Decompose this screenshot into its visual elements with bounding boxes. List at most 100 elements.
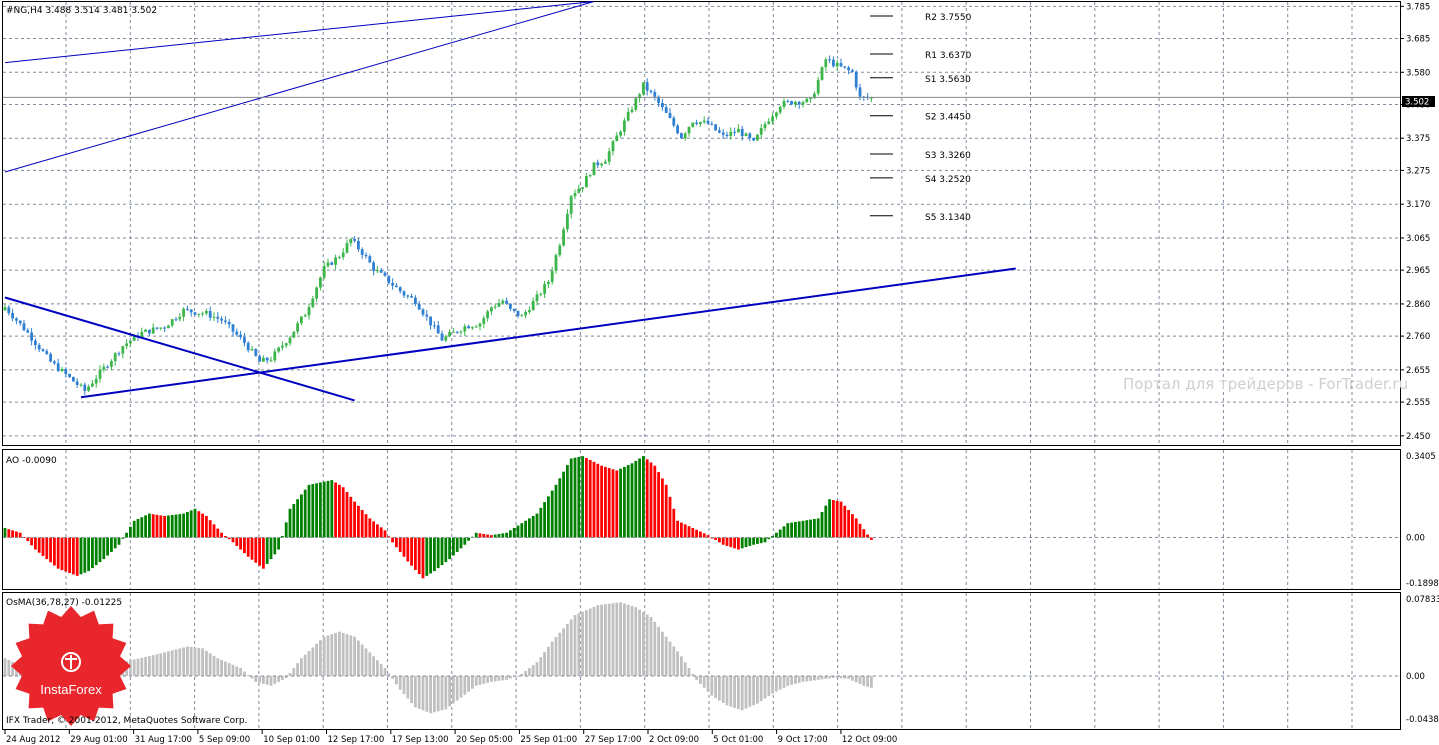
- osma-bar: [341, 632, 345, 676]
- candle-body: [330, 262, 334, 265]
- ao-bar: [524, 520, 527, 538]
- candle-body: [569, 196, 573, 214]
- trendline[interactable]: [4, 296, 355, 402]
- candle-body: [581, 187, 584, 189]
- candle-body: [250, 349, 254, 351]
- ao-bar: [170, 515, 174, 538]
- candle-body: [786, 101, 790, 103]
- ao-bar: [782, 526, 786, 538]
- main-chart-panel[interactable]: [2, 1, 1401, 446]
- osma-bar: [136, 658, 140, 676]
- ao-bar: [672, 508, 676, 538]
- osma-bar: [721, 675, 725, 703]
- candle-body: [30, 332, 33, 341]
- osma-bar: [528, 668, 531, 676]
- candle-body: [839, 63, 843, 67]
- candle-body: [41, 349, 45, 352]
- candle-body: [7, 307, 11, 314]
- osma-bar: [588, 608, 592, 676]
- ao-bar: [474, 532, 478, 538]
- osma-bar: [281, 675, 284, 680]
- candle-body: [113, 353, 117, 362]
- candle-body: [740, 128, 744, 137]
- osma-bar: [531, 665, 535, 676]
- ao-bar: [459, 537, 463, 549]
- ao-bar: [406, 537, 410, 562]
- candle-body: [303, 315, 307, 317]
- ao-bar: [581, 456, 584, 538]
- candle-body: [132, 335, 136, 341]
- candle-body: [771, 116, 774, 122]
- osma-bar: [273, 675, 277, 684]
- osma-bar: [463, 675, 467, 695]
- candle-body: [368, 256, 372, 263]
- candle-body: [645, 82, 649, 91]
- ao-bar: [558, 478, 562, 538]
- candle-body: [691, 122, 695, 127]
- candle-body: [288, 337, 292, 344]
- candle-body: [387, 275, 391, 284]
- osma-bar: [307, 651, 311, 676]
- osma-bar: [520, 673, 524, 676]
- osma-bar: [702, 675, 706, 688]
- osma-bar: [604, 604, 607, 676]
- time-tick-label: 20 Sep 05:00: [456, 735, 513, 745]
- trendline[interactable]: [80, 267, 1016, 399]
- ao-bar: [391, 537, 394, 543]
- ao-bar: [528, 518, 531, 538]
- candle-body: [649, 90, 653, 93]
- trendline[interactable]: [4, 1, 595, 173]
- ao-bar: [425, 537, 429, 576]
- ao-bar: [174, 514, 178, 538]
- candle-body: [167, 325, 170, 329]
- instaforex-logo[interactable]: InstaForex: [11, 606, 131, 726]
- osma-bar: [699, 675, 702, 684]
- pivot-label-r2: R2 3.7550: [925, 13, 972, 23]
- osma-bar: [695, 675, 698, 680]
- ao-bar: [691, 527, 695, 538]
- candle-body: [721, 132, 725, 135]
- trendline[interactable]: [4, 1, 595, 64]
- ao-bar: [862, 529, 866, 538]
- candle-body: [125, 343, 128, 347]
- candle-body: [201, 313, 204, 315]
- candle-body: [102, 366, 106, 370]
- ao-bar: [72, 537, 75, 575]
- price-tick-label: 2.655: [1406, 366, 1430, 376]
- ao-bar: [227, 537, 231, 540]
- candle-body: [239, 334, 242, 338]
- osma-panel[interactable]: [2, 592, 1401, 730]
- osma-bar: [360, 644, 364, 676]
- osma-bar: [178, 648, 182, 676]
- osma-bar: [471, 675, 474, 689]
- osma-bar: [429, 675, 432, 714]
- ao-bar: [11, 530, 14, 538]
- osma-bar: [566, 623, 569, 676]
- ao-bar: [585, 458, 588, 538]
- osma-bar: [759, 675, 763, 701]
- osma-bar: [638, 609, 641, 676]
- candle-body: [539, 293, 543, 295]
- current-price-tag-bg: [1402, 96, 1435, 107]
- osma-bar: [585, 610, 588, 676]
- ao-bar: [368, 518, 372, 538]
- candle-body: [459, 331, 463, 333]
- candle-body: [265, 357, 269, 361]
- osma-bar: [661, 631, 664, 676]
- osma-bar: [467, 675, 470, 692]
- ao-bar: [611, 469, 615, 538]
- ao-bar: [805, 520, 809, 538]
- ao-bar: [870, 537, 873, 540]
- ao-bar: [490, 535, 493, 538]
- osma-bar: [262, 675, 265, 684]
- current-price-tag: 3.502: [1405, 98, 1429, 108]
- osma-bar: [277, 675, 280, 682]
- ao-panel[interactable]: [2, 449, 1401, 590]
- osma-bar: [353, 636, 356, 676]
- osma-bar: [319, 640, 322, 676]
- candle-body: [676, 125, 679, 134]
- ao-bar: [98, 537, 102, 563]
- candle-body: [18, 320, 22, 324]
